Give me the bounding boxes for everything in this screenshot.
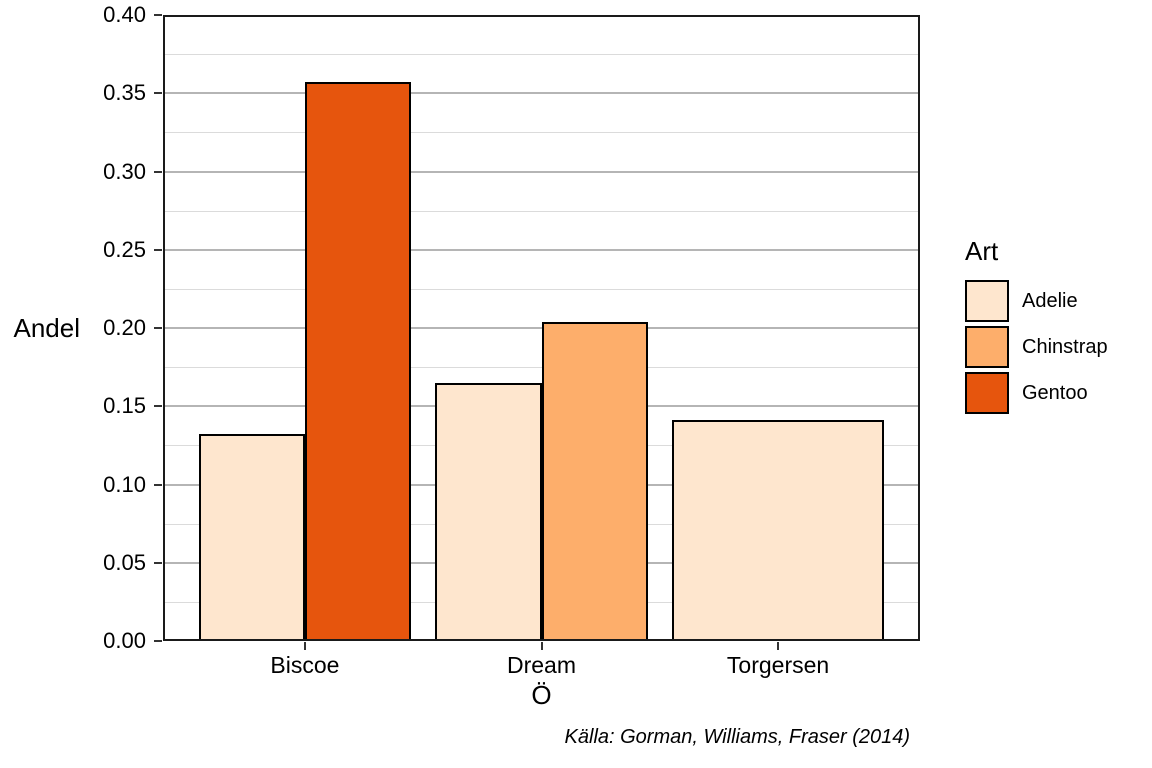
legend-key-swatch <box>965 372 1009 414</box>
x-tick <box>540 642 543 650</box>
y-axis-title: Andel <box>13 313 81 343</box>
y-tick <box>154 561 162 564</box>
gridline-major <box>163 170 920 173</box>
y-tick <box>154 248 162 251</box>
y-tick-label: 0.00 <box>103 628 146 653</box>
x-tick-label-biscoe: Biscoe <box>270 652 340 678</box>
y-tick-label: 0.20 <box>103 315 146 340</box>
legend-title: Art <box>965 236 999 266</box>
legend-item-adelie: Adelie <box>965 280 1150 322</box>
gridline-minor <box>163 54 920 56</box>
y-tick-label: 0.15 <box>103 393 146 419</box>
gridline-major <box>163 248 920 251</box>
legend-item-label: Chinstrap <box>1022 335 1108 358</box>
bar-biscoe-gentoo <box>304 82 412 641</box>
bar-dream-adelie <box>435 382 542 641</box>
legend-item-label: Gentoo <box>1022 381 1088 404</box>
legend-key-swatch <box>965 280 1009 322</box>
y-tick-label: 0.10 <box>103 471 146 497</box>
bar-biscoe-adelie <box>198 434 305 641</box>
legend-items: Adelie Chinstrap Gentoo <box>965 280 1150 414</box>
y-tick-label: 0.25 <box>103 236 146 262</box>
y-tick <box>154 405 162 408</box>
x-tick <box>777 642 780 650</box>
bar-dream-chinstrap <box>541 321 648 641</box>
y-tick <box>154 14 162 16</box>
gridline-minor <box>163 132 920 134</box>
y-tick-label: 0.35 <box>103 80 146 106</box>
gridline-minor <box>163 210 920 212</box>
legend-key-swatch <box>965 326 1009 368</box>
source-caption: Källa: Gorman, Williams, Fraser (2014) <box>564 726 910 748</box>
y-tick <box>154 92 162 95</box>
x-tick-label-dream: Dream <box>506 652 577 678</box>
x-axis-title: Ö <box>531 680 552 710</box>
x-tick-label-torgersen: Torgersen <box>726 652 830 678</box>
y-tick-label: 0.40 <box>103 2 146 27</box>
legend-item-gentoo: Gentoo <box>965 372 1150 414</box>
plot-panel <box>154 14 920 650</box>
legend-item-chinstrap: Chinstrap <box>965 326 1150 368</box>
y-tick <box>154 170 162 173</box>
x-tick <box>303 642 306 650</box>
y-tick-label: 0.30 <box>103 158 146 184</box>
y-tick <box>154 327 162 329</box>
y-tick-label: 0.05 <box>103 549 146 575</box>
bar-torgersen-adelie <box>671 420 885 641</box>
legend: Art Adelie Chinstrap Gentoo <box>965 236 1150 418</box>
legend-item-label: Adelie <box>1022 289 1078 312</box>
y-tick <box>154 483 162 486</box>
y-tick <box>154 640 162 642</box>
gridline-major <box>163 92 920 95</box>
gridline-minor <box>163 288 920 290</box>
